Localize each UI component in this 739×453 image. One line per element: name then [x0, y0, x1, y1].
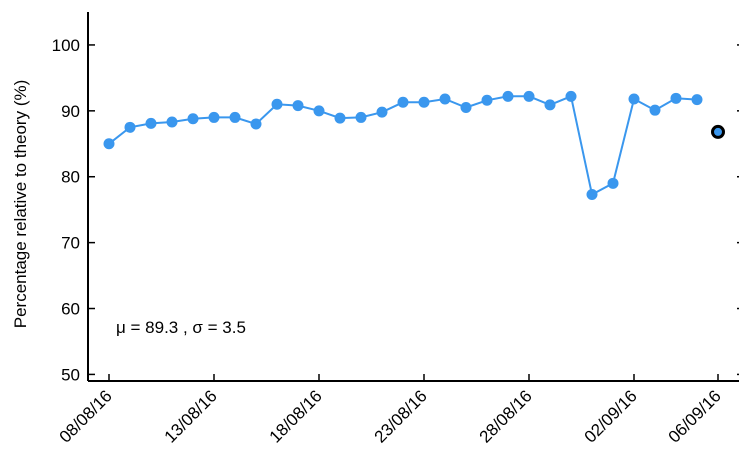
x-tick-label: 06/09/16: [665, 386, 725, 446]
axes: [87, 12, 739, 382]
data-point: [271, 98, 283, 110]
data-point: [376, 106, 388, 118]
data-point: [334, 112, 346, 124]
series-line: [108, 94, 698, 197]
y-tick-label: 80: [61, 168, 80, 187]
y-tick-label: 70: [61, 234, 80, 253]
data-point: [292, 100, 304, 112]
series-layer: [103, 90, 725, 201]
highlight-point: [711, 124, 725, 139]
data-point: [481, 94, 493, 106]
data-point: [418, 96, 430, 108]
data-point: [586, 189, 598, 201]
data-point: [229, 111, 241, 123]
x-tick-label: 18/08/16: [266, 386, 326, 446]
data-point: [460, 102, 472, 114]
y-tick-label: 60: [61, 300, 80, 319]
data-point: [187, 113, 199, 125]
data-point: [250, 118, 262, 130]
data-point: [313, 105, 325, 117]
stats-annotation: μ = 89.3 , σ = 3.5: [116, 318, 246, 337]
data-point: [607, 177, 619, 189]
y-tick-label: 100: [52, 36, 80, 55]
x-tick-label: 08/08/16: [56, 386, 116, 446]
x-tick-label: 28/08/16: [476, 386, 536, 446]
y-tick-label: 50: [61, 365, 80, 384]
data-point: [439, 93, 451, 105]
data-point: [628, 93, 640, 105]
data-point: [145, 117, 157, 129]
data-point: [103, 138, 115, 150]
x-tick-label: 02/09/16: [581, 386, 641, 446]
data-point: [355, 111, 367, 123]
data-point: [166, 116, 178, 128]
y-axis-label: Percentage relative to theory (%): [11, 80, 30, 329]
data-point: [397, 96, 409, 108]
x-tick-label: 23/08/16: [371, 386, 431, 446]
data-point: [565, 90, 577, 102]
y-ticks: 50 60 70 80 90 100: [52, 36, 739, 384]
data-point: [670, 92, 682, 104]
data-point: [691, 94, 703, 106]
data-point: [649, 104, 661, 116]
x-tick-label: 13/08/16: [161, 386, 221, 446]
data-point: [544, 99, 556, 111]
data-point: [502, 90, 514, 102]
x-ticks: 08/08/16 13/08/16 18/08/16 23/08/16 28/08/16…: [56, 374, 725, 447]
data-point: [208, 111, 220, 123]
data-point: [523, 90, 535, 102]
y-tick-label: 90: [61, 102, 80, 121]
data-point: [124, 121, 136, 133]
